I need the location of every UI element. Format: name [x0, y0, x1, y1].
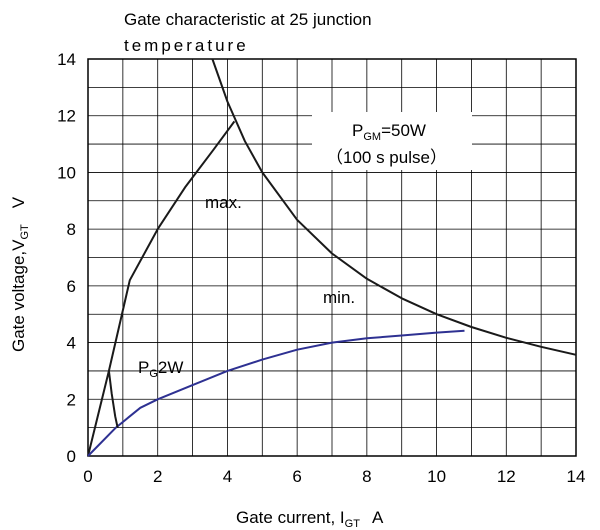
x-tick-label: 2 [153, 467, 162, 486]
plot-frame [87, 58, 577, 457]
y-tick-label: 6 [67, 277, 76, 296]
chart-title-line2: temperature [124, 36, 249, 55]
pulse-annotation: （100 s pulse） [326, 148, 447, 167]
chart-title-line1: Gate characteristic at 25 junction [124, 10, 372, 29]
x-tick-label: 0 [83, 467, 92, 486]
series-line-max-curve [87, 120, 236, 457]
y-tick-label: 4 [67, 334, 76, 353]
y-tick-label: 8 [67, 220, 76, 239]
y-tick-label: 0 [67, 447, 76, 466]
x-tick-label: 14 [567, 467, 586, 486]
min-curve-label: min. [323, 288, 355, 307]
tick-labels: 0 2 4 6 8 10 12 14 0 2 4 6 8 10 12 14 [57, 50, 585, 486]
series-line-min-curve [87, 329, 465, 457]
x-axis-label: Gate current, IGT A [236, 508, 384, 530]
x-tick-label: 10 [427, 467, 446, 486]
max-curve-label: max. [205, 193, 242, 212]
pulse-annotation-background [312, 112, 472, 170]
x-tick-label: 4 [223, 467, 232, 486]
series-group [87, 58, 577, 457]
y-tick-label: 14 [57, 50, 76, 69]
y-tick-label: 10 [57, 163, 76, 182]
x-tick-label: 8 [362, 467, 371, 486]
series-line-pg-hyperbola [107, 370, 119, 428]
y-tick-label: 2 [67, 390, 76, 409]
x-tick-label: 6 [292, 467, 301, 486]
y-axis-label: Gate voltage,VGTV [9, 196, 31, 352]
pg-annotation: PG2W [138, 358, 183, 380]
x-tick-label: 12 [497, 467, 516, 486]
pgm-annotation: PGM=50W [352, 121, 426, 143]
series-line-pgm-hyperbola [211, 58, 577, 356]
y-tick-label: 12 [57, 107, 76, 126]
